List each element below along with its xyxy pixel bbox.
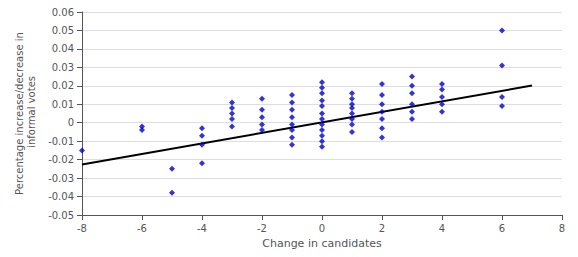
svg-text:-0.05: -0.05 <box>48 210 74 221</box>
svg-text:4: 4 <box>439 223 445 234</box>
svg-text:0.04: 0.04 <box>52 43 74 54</box>
svg-text:6: 6 <box>499 223 505 234</box>
svg-text:-2: -2 <box>257 223 267 234</box>
svg-text:0.01: 0.01 <box>52 99 74 110</box>
svg-text:0.06: 0.06 <box>52 7 74 18</box>
svg-text:-4: -4 <box>197 223 207 234</box>
svg-text:-6: -6 <box>137 223 147 234</box>
svg-text:-0.04: -0.04 <box>48 191 74 202</box>
svg-text:-0.01: -0.01 <box>48 136 74 147</box>
svg-text:8: 8 <box>559 223 565 234</box>
svg-text:Percentage increase/decrease i: Percentage increase/decrease in <box>14 32 25 195</box>
svg-text:-8: -8 <box>77 223 87 234</box>
svg-text:0.02: 0.02 <box>52 80 74 91</box>
svg-text:-0.03: -0.03 <box>48 173 74 184</box>
svg-text:0.05: 0.05 <box>52 25 74 36</box>
svg-text:2: 2 <box>379 223 385 234</box>
svg-text:informal votes: informal votes <box>26 76 37 151</box>
svg-text:-0.02: -0.02 <box>48 154 74 165</box>
svg-text:0.03: 0.03 <box>52 62 74 73</box>
svg-text:Change in candidates: Change in candidates <box>262 237 382 250</box>
svg-text:0: 0 <box>319 223 325 234</box>
svg-text:0: 0 <box>68 117 74 128</box>
